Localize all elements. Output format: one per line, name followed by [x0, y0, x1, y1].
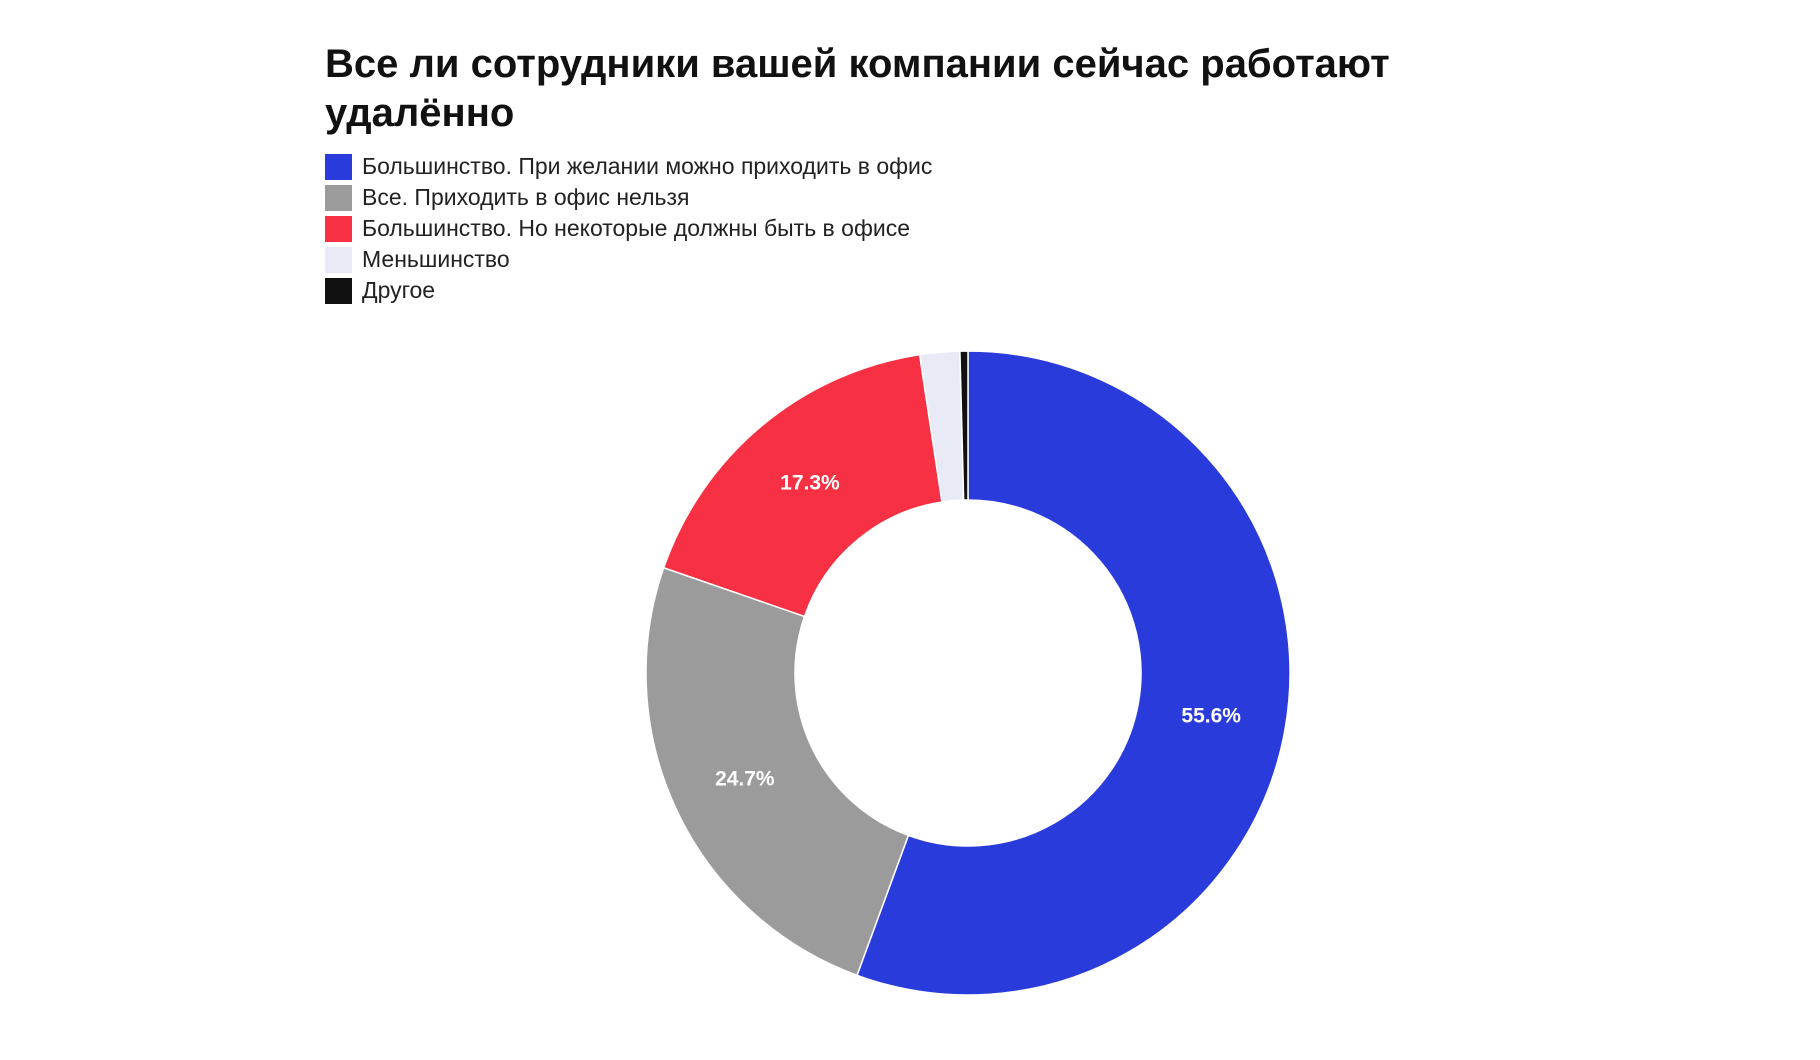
legend-swatch	[325, 184, 352, 211]
legend-label: Все. Приходить в офис нельзя	[362, 184, 690, 210]
legend: Большинство. При желании можно приходить…	[325, 151, 932, 306]
slice-labels-group: 55.6% 24.7% 17.3%	[715, 472, 1241, 791]
donut-slice[interactable]	[645, 566, 910, 977]
legend-item[interactable]: Все. Приходить в офис нельзя	[325, 182, 932, 213]
slice-value-label: 17.3%	[780, 472, 840, 495]
legend-item[interactable]: Большинство. При желании можно приходить…	[325, 151, 932, 182]
legend-item[interactable]: Меньшинство	[325, 244, 932, 275]
donut-slice[interactable]	[662, 353, 943, 618]
legend-label: Большинство. Но некоторые должны быть в …	[362, 215, 911, 241]
legend-item[interactable]: Большинство. Но некоторые должны быть в …	[325, 213, 932, 244]
slice-value-label: 55.6%	[1181, 705, 1241, 728]
legend-swatch	[325, 277, 352, 304]
legend-label: Большинство. При желании можно приходить…	[362, 153, 933, 179]
slices-group	[645, 350, 1291, 996]
legend-item[interactable]: Другое	[325, 275, 932, 306]
donut-slice[interactable]	[959, 350, 969, 501]
legend-swatch	[325, 153, 352, 180]
legend-swatch	[325, 246, 352, 273]
chart-title: Все ли сотрудники вашей компании сейчас …	[325, 42, 1390, 135]
donut-slice[interactable]	[856, 350, 1291, 996]
legend-label: Меньшинство	[362, 246, 510, 272]
slice-value-label: 24.7%	[715, 767, 775, 790]
legend-swatch	[325, 215, 352, 242]
legend-label: Другое	[362, 277, 436, 303]
